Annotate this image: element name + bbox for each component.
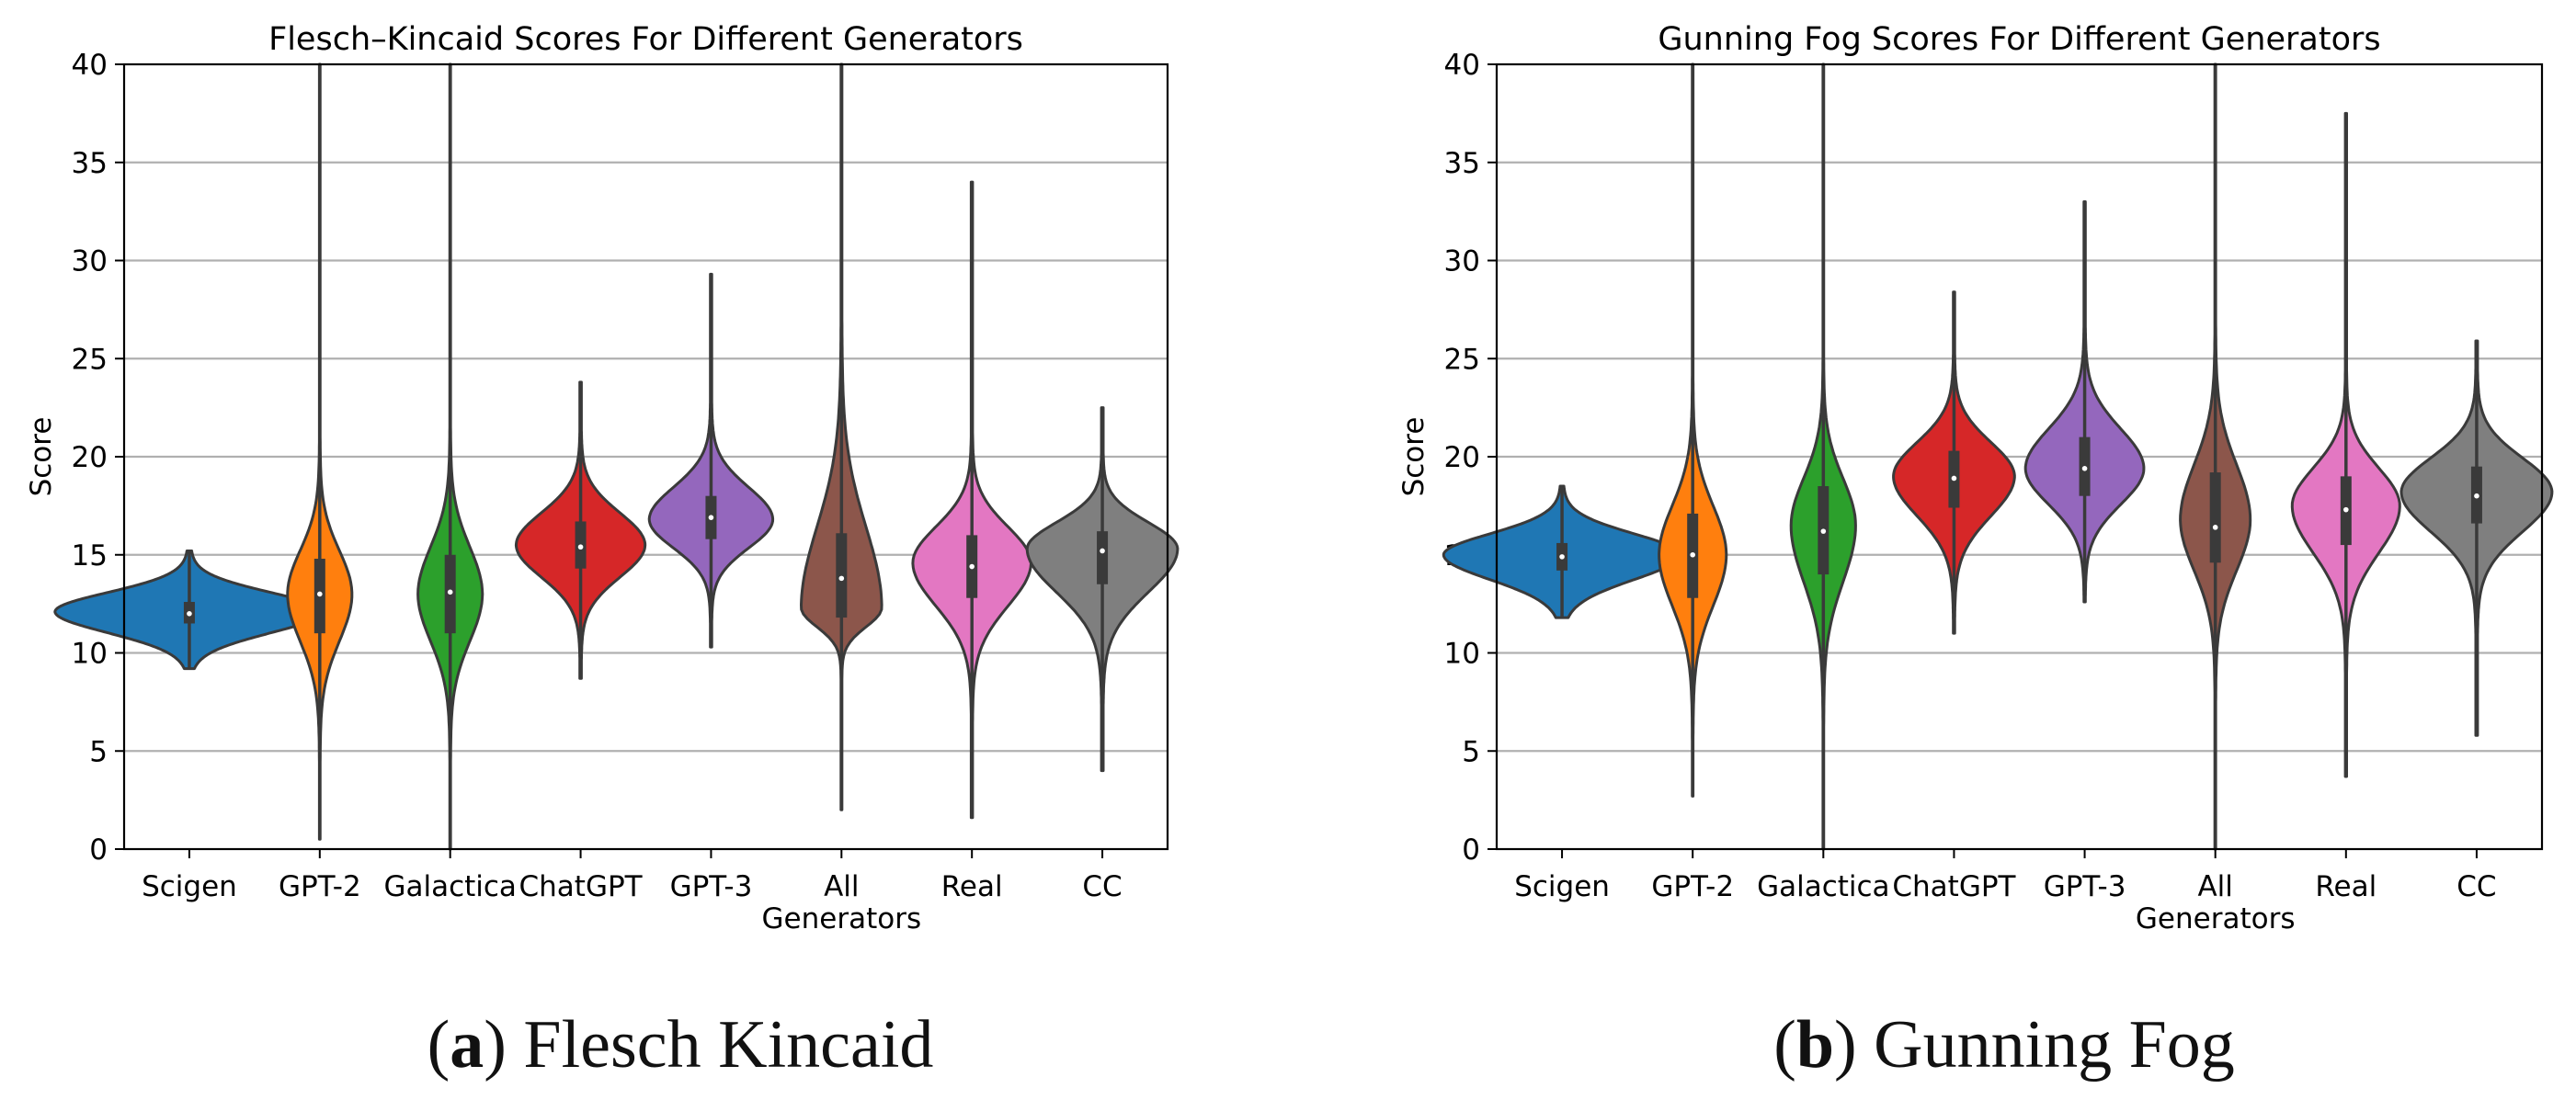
x-tick-label-line: CC <box>1082 870 1122 903</box>
y-axis-label: Score <box>25 417 58 497</box>
x-tick-label-line: Galactica <box>1757 870 1889 903</box>
flesch-kincaid-chart: 0 5 10 15 20 25 30 35 40 Scigen GPT-2 Galactica Chat… <box>25 21 1180 935</box>
y-tick-label: 15 <box>72 539 108 573</box>
x-tick-label-line: Galactica <box>383 870 516 903</box>
y-tick-label: 5 <box>89 735 108 768</box>
y-tick-label: 5 <box>1462 735 1480 768</box>
median-dot-gpt-2 <box>1690 551 1695 558</box>
y-tick-label: 40 <box>72 49 108 82</box>
y-tick-label: 10 <box>1444 638 1480 671</box>
x-tick-label-line: Real <box>2315 870 2377 903</box>
median-dot-real <box>2343 506 2349 513</box>
x-tick-label: GPT-3 <box>2044 870 2126 903</box>
y-tick-label: 0 <box>1462 833 1480 867</box>
median-dot-gpt-3 <box>708 515 714 520</box>
x-tick-label-line: Scigen <box>142 870 237 903</box>
median-dot-chatgpt <box>577 544 584 550</box>
x-tick-label-line: ChatGPT <box>1892 870 2016 903</box>
y-tick-label: 25 <box>1444 343 1480 376</box>
x-tick-label: ChatGPT <box>1892 870 2016 903</box>
caption-a-letter: a <box>450 1007 484 1083</box>
x-tick-label: All Generators <box>762 870 922 935</box>
median-dot-all-generators <box>838 575 845 582</box>
plot-frame <box>1495 62 2544 851</box>
x-tick-label: GPT-2 <box>279 870 361 903</box>
x-tick-label: GPT-3 <box>670 870 753 903</box>
caption-a-text: Flesch Kincaid <box>523 1007 934 1083</box>
x-tick-label: CC <box>2456 870 2496 903</box>
median-dot-cc <box>2474 493 2479 499</box>
median-dot-galactica <box>447 589 453 595</box>
x-tick-label: Scigen <box>1514 870 1610 903</box>
y-tick-label: 40 <box>1444 49 1480 82</box>
median-dot-gpt-3 <box>2081 466 2088 471</box>
x-tick-label-line: Generators <box>2136 902 2296 935</box>
caption-b: (b) Gunning Fog <box>1773 1007 2235 1083</box>
x-tick-label-line: All <box>2197 870 2232 903</box>
iqr-box-cc <box>1097 531 1109 584</box>
x-tick-label: Real <box>2315 870 2377 903</box>
caption-b-text: Gunning Fog <box>1874 1007 2235 1083</box>
y-tick-label: 30 <box>72 245 108 278</box>
x-tick-label-line: GPT-3 <box>670 870 753 903</box>
x-tick-label-line: Scigen <box>1514 870 1610 903</box>
plot-frame <box>122 62 1169 851</box>
y-axis-label: Score <box>1397 417 1430 497</box>
median-dot-gpt-2 <box>317 591 323 597</box>
x-tick-label-line: Real <box>941 870 1003 903</box>
chart-title: Flesch–Kincaid Scores For Different Gene… <box>268 21 1023 58</box>
iqr-box-all-generators <box>836 533 848 618</box>
caption-b-letter: b <box>1795 1007 1834 1083</box>
x-tick-label-line: ChatGPT <box>519 870 644 903</box>
x-tick-label: Galactica <box>383 870 516 903</box>
median-dot-scigen <box>1559 554 1565 560</box>
caption-a: (a) Flesch Kincaid <box>427 1007 934 1083</box>
median-dot-chatgpt <box>1951 475 1957 482</box>
x-tick-label-line: Generators <box>762 902 922 935</box>
x-tick-label-line: GPT-2 <box>1651 870 1734 903</box>
x-tick-label: Real <box>941 870 1003 903</box>
y-tick-label: 30 <box>1444 245 1480 278</box>
x-tick-label-line: CC <box>2456 870 2496 903</box>
median-dot-all-generators <box>2212 525 2218 530</box>
y-tick-label: 25 <box>72 343 108 376</box>
x-tick-label: CC <box>1082 870 1122 903</box>
y-tick-label: 35 <box>1444 147 1480 180</box>
y-tick-label: 35 <box>72 147 108 180</box>
x-tick-label: Scigen <box>142 870 237 903</box>
x-tick-label-line: GPT-3 <box>2044 870 2126 903</box>
iqr-box-all-generators <box>2209 472 2221 563</box>
y-tick-label: 20 <box>72 441 108 474</box>
y-tick-label: 20 <box>1444 441 1480 474</box>
y-tick-label: 10 <box>72 638 108 671</box>
x-tick-label: Galactica <box>1757 870 1889 903</box>
chart-title: Gunning Fog Scores For Different Generat… <box>1658 21 2380 58</box>
gunning-fog-chart: 0510152025303540ScigenGPT-2GalacticaChat… <box>1397 21 2554 935</box>
x-tick-label-line: GPT-2 <box>279 870 361 903</box>
y-tick-label: 0 <box>89 833 108 867</box>
median-dot-scigen <box>187 611 192 617</box>
x-tick-label-line: All <box>824 870 859 903</box>
median-dot-cc <box>1100 548 1105 554</box>
median-dot-galactica <box>1820 528 1827 534</box>
x-tick-label: GPT-2 <box>1651 870 1734 903</box>
x-tick-label: All Generators <box>2136 870 2296 935</box>
median-dot-real <box>969 563 975 570</box>
x-tick-label: ChatGPT <box>519 870 644 903</box>
